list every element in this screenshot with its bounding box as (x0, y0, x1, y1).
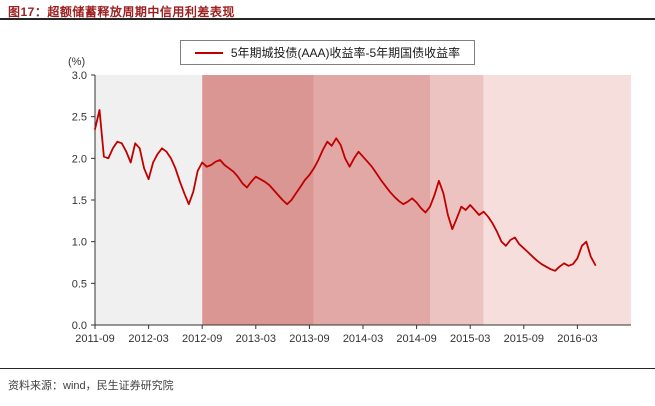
y-tick-label: 1.0 (72, 237, 87, 249)
y-tick-label: 1.5 (72, 195, 87, 207)
plot-band (430, 75, 484, 325)
legend-label: 5年期城投债(AAA)收益率-5年期国债收益率 (230, 46, 461, 60)
plot-band (95, 75, 203, 325)
x-tick-label: 2015-09 (504, 333, 544, 345)
plot-band (202, 75, 314, 325)
y-tick-label: 0.0 (72, 320, 87, 332)
plot-band (313, 75, 430, 325)
y-tick-label: 3.0 (72, 70, 87, 82)
x-tick-label: 2013-09 (289, 333, 329, 345)
series-line (94, 109, 597, 272)
title-rule (0, 18, 655, 20)
x-tick-label: 2016-03 (557, 333, 597, 345)
y-tick-label: 2.0 (72, 153, 87, 165)
chart-legend: 5年期城投债(AAA)收益率-5年期国债收益率 (0, 40, 655, 65)
x-tick-label: 2012-03 (128, 333, 168, 345)
x-tick-label: 2014-09 (396, 333, 436, 345)
legend-box: 5年期城投债(AAA)收益率-5年期国债收益率 (179, 40, 476, 65)
x-tick-label: 2012-09 (182, 333, 222, 345)
legend-line-swatch (194, 51, 223, 54)
x-tick-label: 2015-03 (450, 333, 490, 345)
y-axis-unit-label: (%) (68, 56, 86, 68)
y-tick-label: 0.5 (72, 278, 87, 290)
figure-title: 图17：超额储蓄释放周期中信用利差表现 (8, 5, 235, 19)
y-tick-label: 2.5 (72, 112, 87, 124)
source-rule (0, 368, 655, 369)
x-tick-label: 2014-03 (343, 333, 383, 345)
source-text: 资料来源：wind，民生证券研究院 (8, 380, 174, 392)
plot-band (483, 75, 631, 325)
x-tick-label: 2011-09 (75, 333, 115, 345)
x-tick-label: 2013-03 (236, 333, 276, 345)
